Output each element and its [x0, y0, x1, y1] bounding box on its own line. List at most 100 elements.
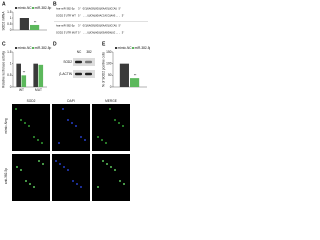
cell: [58, 142, 60, 144]
cell: [33, 136, 35, 138]
cell: [123, 183, 125, 185]
legend-label: miR-382-5p: [35, 46, 52, 50]
seq-name: SOD2 3'UTR MUT: [56, 31, 78, 35]
legend-swatch: [32, 47, 34, 49]
cell: [42, 163, 44, 165]
cell: [80, 136, 82, 138]
cell: [29, 183, 31, 185]
cell: [15, 108, 17, 110]
seq-name: hsa-miR-382-5p: [56, 7, 75, 11]
cell: [97, 136, 99, 138]
band: [85, 72, 92, 76]
cell: [114, 119, 116, 121]
y-tick-label: 100: [106, 62, 112, 66]
column-label: DAPI: [67, 99, 75, 103]
y-tick-label: 1.5: [7, 10, 12, 14]
cell: [110, 166, 112, 168]
band-label: SOD2: [63, 60, 72, 64]
y-tick-label: 0.5: [7, 73, 12, 77]
y-tick-label: 0: [10, 28, 12, 32]
cell: [97, 186, 99, 188]
cell: [33, 186, 35, 188]
bar: [38, 64, 44, 87]
cell: [106, 163, 108, 165]
cell: [76, 183, 78, 185]
legend-label: mimic-NC: [18, 46, 33, 50]
legend-label: miR-382-5p: [35, 6, 52, 10]
panel-label: B: [53, 1, 57, 7]
bar: [33, 63, 38, 87]
bar: [130, 78, 140, 87]
panel-label: C: [2, 41, 6, 47]
cell: [25, 180, 27, 182]
y-axis-label: SOD2 mRNA: [1, 11, 5, 31]
cell: [41, 142, 43, 144]
cell: [63, 166, 65, 168]
blot-strip: [73, 70, 95, 78]
band: [85, 60, 92, 64]
cell: [122, 125, 124, 127]
cell: [102, 160, 104, 162]
significance: **: [134, 73, 137, 77]
column-label: MERGE: [105, 99, 117, 103]
cell: [24, 122, 26, 124]
legend-swatch: [32, 7, 34, 9]
cell: [67, 119, 69, 121]
x-tick-label: MUT: [35, 88, 42, 92]
cell: [62, 108, 64, 110]
legend-label: mimic-NC: [118, 46, 133, 50]
micrograph: [12, 104, 50, 151]
cell: [20, 169, 22, 171]
cell: [38, 160, 40, 162]
y-tick-label: 1: [10, 62, 12, 66]
cell: [114, 169, 116, 171]
cell: [28, 125, 30, 127]
x-tick-label: WT: [19, 88, 24, 92]
panel-label: A: [2, 1, 6, 7]
column-label: SOD2: [27, 99, 36, 103]
band: [75, 60, 82, 64]
bar: [30, 24, 40, 30]
seq-name: hsa-miR-382-5p: [56, 24, 75, 28]
seq: 5' ...UUCAUUGAACCACCUAAG... 3': [78, 14, 125, 18]
cell: [80, 186, 82, 188]
blot-strip: [73, 58, 95, 66]
cell: [75, 125, 77, 127]
micrograph: [12, 154, 50, 201]
legend-swatch: [115, 47, 117, 49]
cell: [67, 169, 69, 171]
y-tick-label: 1.5: [7, 50, 12, 54]
cell: [118, 122, 120, 124]
cell: [72, 180, 74, 182]
seq: 3' GCUUAGGUGGUUGAACUUCCAU 5': [78, 7, 122, 11]
bar: [21, 75, 27, 87]
legend-label: miR-382-5p: [135, 46, 150, 50]
y-tick-label: 150: [106, 50, 112, 54]
cell: [105, 142, 107, 144]
cell: [55, 160, 57, 162]
y-tick-label: 0: [110, 85, 112, 89]
seq: 5' ...UUCAUAGUUGGAGGAUUC... 3': [78, 31, 125, 35]
row-label: mimic-Neg: [4, 118, 8, 133]
legend-swatch: [132, 47, 134, 49]
y-tick-label: 1: [10, 16, 12, 20]
lane-label: NC: [77, 50, 82, 54]
legend-swatch: [15, 7, 17, 9]
cell: [119, 180, 121, 182]
micrograph: [92, 104, 130, 151]
y-tick-label: 0.5: [7, 22, 12, 26]
bar: [16, 63, 21, 87]
panel-label: D: [53, 41, 57, 47]
bar: [19, 18, 29, 30]
cell: [101, 139, 103, 141]
cell: [59, 163, 61, 165]
y-axis-label: % of SOD2 positive cells: [101, 52, 105, 87]
significance: **: [23, 71, 26, 75]
cell: [16, 166, 18, 168]
cell: [20, 119, 22, 121]
legend-label: mimic-NC: [18, 6, 33, 10]
cell: [71, 122, 73, 124]
band-label: β-ACTIN: [60, 72, 73, 76]
y-tick-label: 0: [10, 85, 12, 89]
